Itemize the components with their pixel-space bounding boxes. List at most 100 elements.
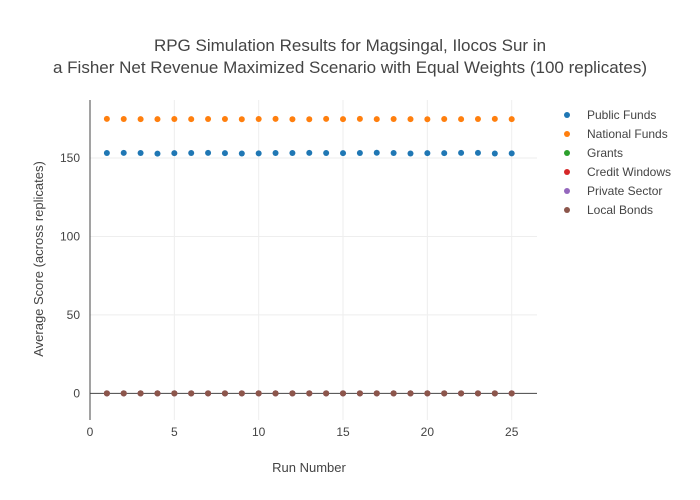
legend: Public Funds National Funds Grants Credit W… [564,108,671,217]
data-point [171,390,178,397]
data-point [340,116,347,123]
x-tick-label: 20 [421,425,435,439]
data-point [441,115,448,122]
data-point [255,390,262,397]
data-point [424,116,431,123]
data-point [238,116,245,123]
legend-marker [564,112,570,118]
x-axis-label: Run Number [272,460,346,475]
data-point [373,390,380,397]
data-point [508,116,515,123]
legend-label: Public Funds [587,108,656,122]
chart-title-line-2: a Fisher Net Revenue Maximized Scenario … [53,58,647,77]
y-tick-label: 100 [60,229,80,243]
data-point [508,150,515,157]
data-point [137,116,144,123]
data-point [340,150,347,157]
data-point [441,150,448,157]
x-tick-label: 25 [505,425,519,439]
data-point [491,150,498,157]
data-point [424,390,431,397]
data-point [491,115,498,122]
data-point [323,150,330,157]
legend-label: Credit Windows [587,165,671,179]
y-tick-label: 150 [60,151,80,165]
data-point [508,390,515,397]
data-point [306,149,313,156]
series-local-bonds [103,390,515,397]
data-point [205,390,212,397]
data-point [407,390,414,397]
tick-labels: 0 5 10 15 20 25 0 50 100 150 [60,151,519,439]
data-point [390,390,397,397]
data-point [188,116,195,123]
data-point [474,149,481,156]
data-point [390,150,397,157]
data-point [221,390,228,397]
data-point [340,390,347,397]
y-tick-label: 0 [73,386,80,400]
data-point [272,390,279,397]
data-point [373,149,380,156]
series-national-funds [103,115,515,123]
data-point [289,390,296,397]
data-point [474,390,481,397]
data-point [120,115,127,122]
data-point [390,115,397,122]
data-point [424,150,431,157]
data-points [103,115,515,397]
legend-marker [564,131,570,137]
data-point [103,115,110,122]
data-point [137,150,144,157]
legend-label: Grants [587,146,623,160]
data-point [221,150,228,157]
legend-label: Private Sector [587,184,662,198]
data-point [474,115,481,122]
data-point [356,115,363,122]
data-point [356,390,363,397]
data-point [458,390,465,397]
data-point [221,115,228,122]
data-point [356,150,363,157]
data-point [441,390,448,397]
data-point [407,116,414,123]
data-point [272,150,279,157]
grid-lines [90,100,537,420]
legend-marker [564,207,570,213]
x-tick-label: 0 [87,425,94,439]
data-point [289,150,296,157]
data-point [255,115,262,122]
legend-marker [564,150,570,156]
legend-label: Local Bonds [587,203,653,217]
legend-marker [564,188,570,194]
data-point [188,150,195,157]
data-point [120,390,127,397]
data-point [103,150,110,157]
chart-title-line-1: RPG Simulation Results for Magsingal, Il… [154,36,546,55]
x-tick-label: 15 [336,425,350,439]
data-point [306,116,313,123]
data-point [323,390,330,397]
data-point [103,390,110,397]
data-point [205,115,212,122]
data-point [306,390,313,397]
data-point [154,150,161,157]
legend-marker [564,169,570,175]
data-point [171,115,178,122]
x-tick-label: 5 [171,425,178,439]
data-point [272,115,279,122]
data-point [323,115,330,122]
legend-label: National Funds [587,127,668,141]
series-public-funds [103,149,515,157]
data-point [255,150,262,157]
data-point [238,150,245,157]
data-point [120,149,127,156]
y-axis-label: Average Score (across replicates) [31,161,46,357]
data-point [238,390,245,397]
data-point [154,116,161,123]
data-point [373,116,380,123]
data-point [137,390,144,397]
data-point [154,390,161,397]
data-point [458,116,465,123]
